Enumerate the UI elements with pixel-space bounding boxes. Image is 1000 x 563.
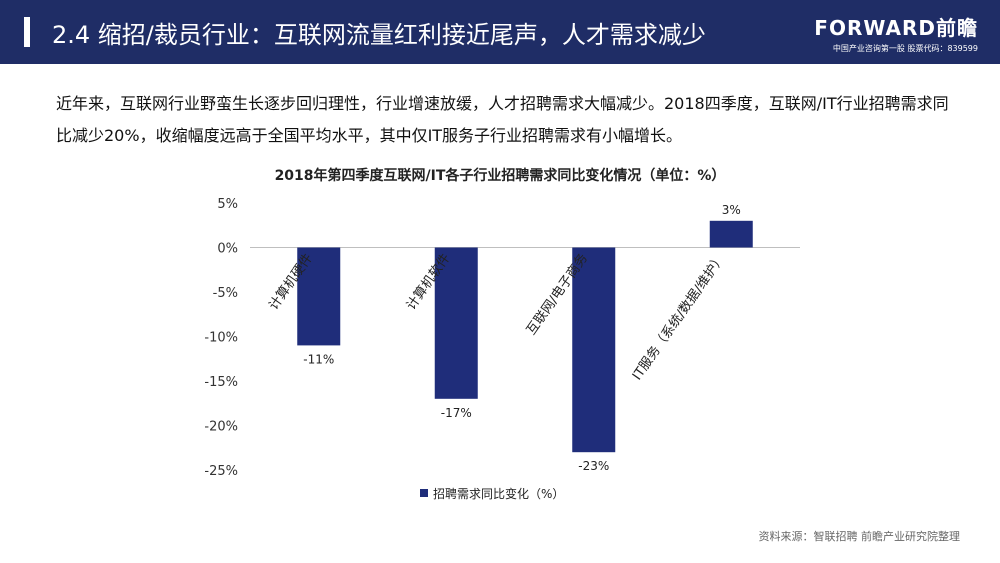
bar	[434, 247, 478, 399]
logo-brand: FORWARD前瞻	[814, 16, 978, 40]
bar	[709, 220, 753, 248]
bar	[297, 247, 341, 346]
bar	[572, 247, 616, 453]
y-tick-label: -20%	[204, 420, 238, 435]
header-bar: 2.4 缩招/裁员行业：互联网流量红利接近尾声，人才需求减少 FORWARD前瞻…	[0, 0, 1000, 64]
y-tick-label: -15%	[204, 375, 238, 390]
y-tick-label: 0%	[217, 242, 238, 257]
title-accent-bar	[24, 17, 30, 47]
data-label: -11%	[303, 352, 334, 366]
chart-title: 2018年第四季度互联网/IT各子行业招聘需求同比变化情况（单位：%）	[274, 168, 726, 184]
page-title: 2.4 缩招/裁员行业：互联网流量红利接近尾声，人才需求减少	[52, 21, 706, 49]
source-note: 资料来源：智联招聘 前瞻产业研究院整理	[758, 530, 961, 543]
y-tick-label: 5%	[217, 197, 238, 212]
data-label: -17%	[441, 406, 472, 420]
legend-swatch	[420, 489, 428, 497]
data-label: -23%	[578, 459, 609, 473]
intro-paragraph: 近年来，互联网行业野蛮生长逐步回归理性，行业增速放缓，人才招聘需求大幅减少。20…	[56, 94, 949, 145]
y-tick-label: -10%	[204, 331, 238, 346]
legend-label: 招聘需求同比变化（%）	[433, 486, 564, 501]
y-tick-label: -25%	[204, 464, 238, 479]
logo-tagline: 中国产业咨询第一股 股票代码：839599	[832, 44, 978, 53]
forward-logo: FORWARD前瞻 中国产业咨询第一股 股票代码：839599	[814, 12, 978, 54]
y-tick-label: -5%	[213, 286, 238, 301]
x-category-label: IT服务（系统/数据/维护）	[629, 251, 728, 383]
data-label: 3%	[722, 203, 741, 217]
